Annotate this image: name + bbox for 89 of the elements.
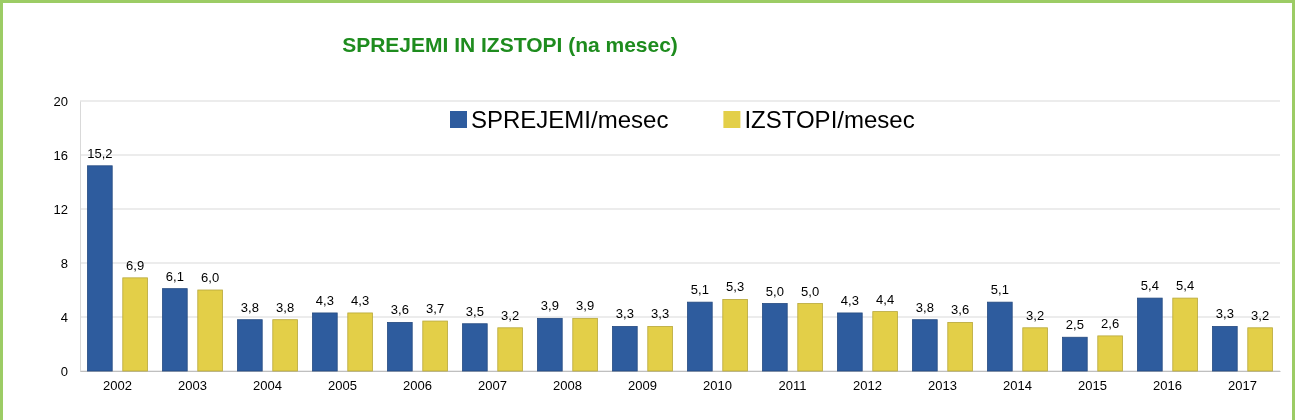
x-tick-label: 2010 [703,378,732,394]
bar [422,320,448,372]
data-label: 15,2 [87,145,113,161]
bar [687,301,713,372]
data-label: 4,3 [840,292,859,308]
bar [837,312,863,372]
data-label: 5,4 [1140,278,1159,294]
bar [87,165,113,372]
bar [387,322,413,372]
bar [572,317,598,372]
data-label: 2,5 [1065,317,1084,333]
data-label: 2,6 [1101,315,1120,331]
data-label: 5,1 [690,282,709,298]
data-label: 3,3 [615,306,634,322]
x-tick-label: 2004 [253,378,282,394]
bar [1062,336,1088,372]
bar [122,277,148,372]
bar [1097,335,1123,372]
bar [722,299,748,372]
x-tick-label: 2014 [1003,378,1032,394]
bar [947,322,973,372]
data-label: 3,9 [540,298,559,314]
data-label: 6,1 [165,268,184,284]
x-tick-label: 2012 [853,378,882,394]
bar [497,327,523,372]
data-label: 3,2 [1026,307,1045,323]
bar [347,312,373,372]
bar [537,317,563,372]
data-label: 3,8 [276,299,295,315]
x-tick-label: 2017 [1228,378,1257,394]
data-label: 6,9 [126,257,145,273]
y-tick-label: 12 [53,201,68,217]
bar [1247,327,1273,372]
data-label: 6,0 [201,270,220,285]
bar [272,319,298,372]
x-tick-label: 2011 [778,378,807,394]
x-tick-label: 2006 [403,378,432,394]
bar [647,326,673,372]
data-label: 4,4 [876,291,895,307]
chart-title: SPREJEMI IN IZSTOPI (na mesec) [342,33,678,56]
legend-label: SPREJEMI/mesec [471,106,669,133]
bar [1212,326,1238,372]
y-tick-label: 0 [60,363,68,379]
data-label: 3,6 [951,302,970,318]
data-label: 3,9 [576,298,595,314]
bar [872,311,898,372]
data-label: 3,2 [501,307,520,323]
y-tick-label: 16 [53,147,68,163]
x-tick-label: 2009 [628,378,657,394]
bar [612,326,638,372]
x-tick-label: 2002 [103,378,132,394]
data-label: 4,3 [351,292,370,308]
data-label: 3,3 [1215,306,1234,322]
y-tick-label: 20 [53,93,68,109]
bar [1022,327,1048,372]
data-label: 5,0 [765,283,784,299]
data-label: 3,8 [240,299,259,315]
x-tick-label: 2003 [178,378,207,394]
data-label: 5,3 [726,279,745,295]
data-label: 5,4 [1176,278,1195,294]
x-tick-label: 2008 [553,378,582,394]
x-tick-label: 2016 [1153,378,1182,394]
bar [762,303,788,372]
data-label: 3,3 [651,306,670,322]
data-label: 5,1 [990,282,1009,298]
data-label: 3,8 [915,299,934,315]
bar [162,288,188,372]
x-tick-label: 2007 [478,378,507,394]
data-label: 3,2 [1251,307,1270,323]
bar [462,323,488,372]
data-label: 3,5 [465,303,484,319]
x-tick-label: 2005 [328,378,357,394]
y-tick-label: 8 [60,255,68,271]
bar [1137,297,1163,372]
bar [1172,297,1198,372]
data-label: 4,3 [315,292,334,308]
x-tick-label: 2013 [928,378,957,394]
x-tick-label: 2015 [1078,378,1107,394]
bar [987,301,1013,372]
bar [797,303,823,372]
data-label: 3,6 [390,302,409,318]
legend-label: IZSTOPI/mesec [744,106,915,133]
data-label: 5,0 [801,283,820,299]
bar [312,312,338,372]
bar [197,289,223,372]
bar [237,319,263,372]
data-label: 3,7 [426,301,445,317]
bar [912,319,938,372]
y-tick-label: 4 [60,309,68,325]
